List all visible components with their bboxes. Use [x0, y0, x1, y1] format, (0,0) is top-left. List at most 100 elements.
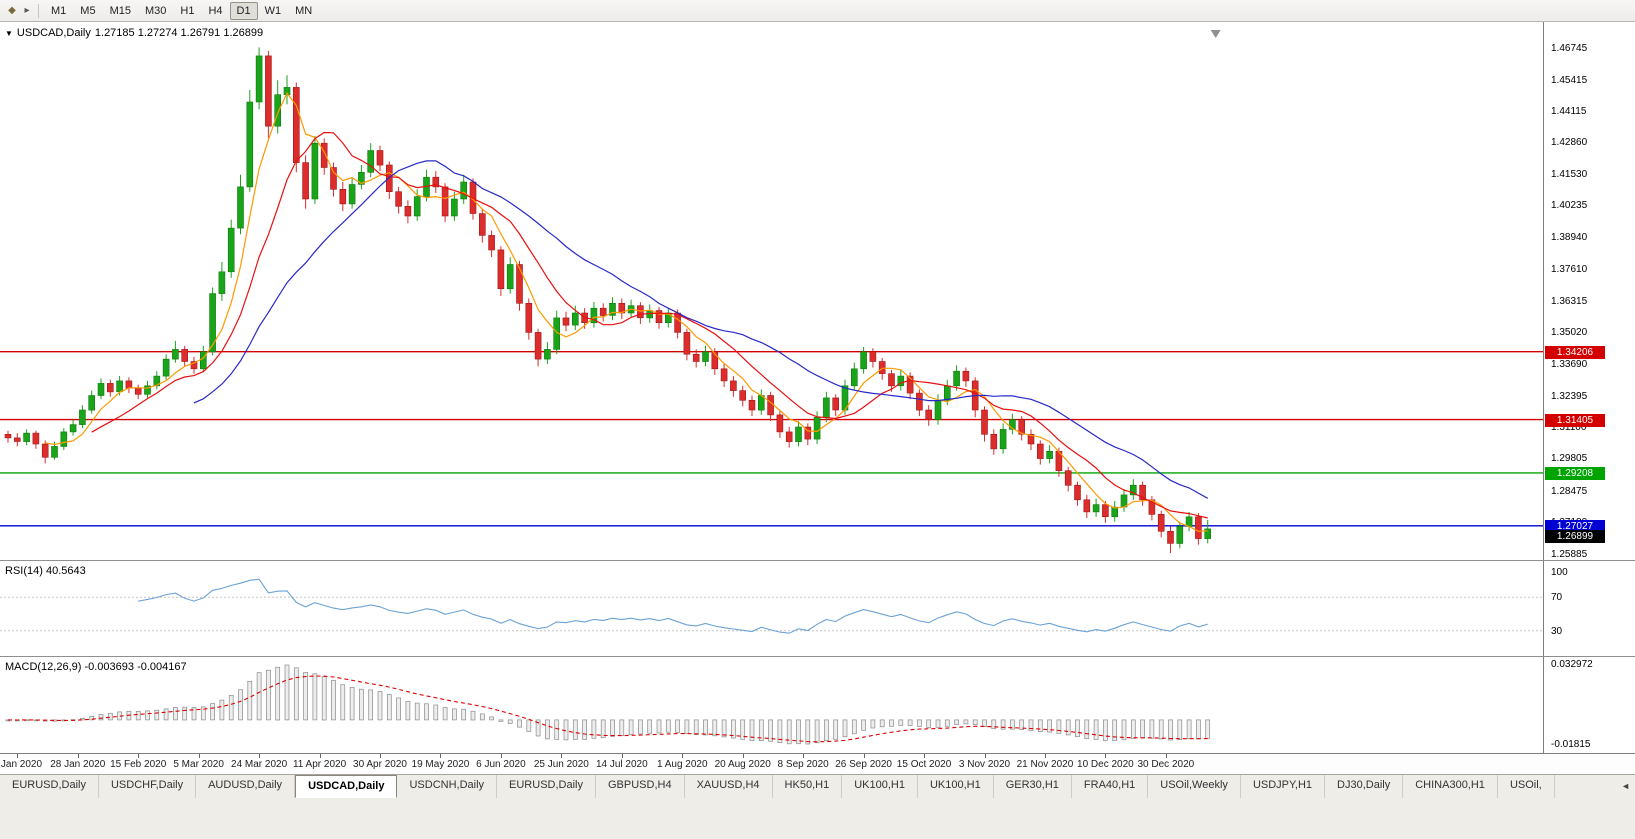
- price-axis-label: 1.42860: [1551, 136, 1588, 148]
- time-axis-tick: [17, 754, 19, 758]
- rsi-axis-label: 70: [1551, 592, 1563, 604]
- timeframe-button-m5[interactable]: M5: [80, 4, 96, 17]
- price-axis-label: 1.31100: [1551, 422, 1587, 434]
- time-axis-tick: [259, 754, 261, 758]
- ma-slow-line: [193, 160, 1208, 499]
- macd-panel[interactable]: [0, 657, 1543, 752]
- time-axis-tick: [682, 754, 684, 758]
- time-axis-tick: [803, 754, 805, 758]
- timeframe-button-m30[interactable]: M30: [144, 4, 167, 17]
- rsi-axis-label: 100: [1551, 567, 1568, 578]
- diamond-icon[interactable]: ◆: [8, 5, 16, 16]
- collapse-triangle-icon[interactable]: ▼: [5, 28, 13, 38]
- time-axis-label: 30 Dec 2020: [1137, 759, 1195, 770]
- price-axis-label: 1.25885: [1551, 548, 1588, 560]
- time-axis-label: 21 Nov 2020: [1016, 759, 1074, 770]
- price-level-badge: 1.34206: [1545, 345, 1605, 359]
- time-axis-label: 19 May 2020: [411, 759, 470, 770]
- tab-ger30-h1[interactable]: GER30,H1: [994, 775, 1072, 798]
- tab-gbpusd-h4[interactable]: GBPUSD,H4: [596, 775, 685, 798]
- price-axis-label: 1.29805: [1551, 453, 1588, 465]
- tab-audusd-daily[interactable]: AUDUSD,Daily: [196, 775, 296, 798]
- price-axis[interactable]: 1.46745 1.45415 1.44115 1.42860 1.41530 1.402…: [1543, 22, 1635, 753]
- tab-eurusd-daily[interactable]: EURUSD,Daily: [497, 775, 596, 798]
- chart-header: ▼ USDCAD,Daily 1.27185 1.27274 1.26791 1…: [5, 27, 263, 39]
- time-axis-tick: [198, 754, 200, 758]
- time-axis-tick: [1044, 754, 1046, 758]
- time-axis-tick: [380, 754, 381, 758]
- tab-usdchf-daily[interactable]: USDCHF,Daily: [99, 775, 197, 798]
- time-axis-label: 6 Jun 2020: [476, 759, 526, 770]
- tab-eurusd-daily[interactable]: EURUSD,Daily: [0, 775, 99, 798]
- timeframe-buttons: M1 M5 M15 M30 H1 H4 D1 W1 MN: [44, 1, 319, 20]
- time-axis-label: 14 Jul 2020: [595, 759, 648, 770]
- macd-indicator-label: MACD(12,26,9) -0.003693 -0.004167: [5, 661, 187, 673]
- time-axis-tick: [863, 754, 865, 758]
- time-axis-tick: [1105, 754, 1107, 758]
- price-axis-label: 1.45415: [1551, 74, 1588, 86]
- time-axis-tick: [924, 754, 926, 758]
- current-price-badge: 1.26899: [1545, 529, 1605, 543]
- ma-mid-line: [91, 131, 1208, 519]
- timeframe-button-h4[interactable]: H4: [208, 4, 223, 17]
- time-axis-label: 10 Dec 2020: [1077, 759, 1134, 770]
- price-axis-label: 1.38940: [1551, 231, 1588, 243]
- tab-xauusd-h4[interactable]: XAUUSD,H4: [685, 775, 773, 798]
- tab-china300-h1[interactable]: CHINA300,H1: [1403, 775, 1498, 798]
- price-axis-label: 1.41530: [1551, 169, 1588, 181]
- panel-divider[interactable]: [0, 656, 1635, 657]
- chart-canvas[interactable]: [0, 22, 1543, 561]
- chart-tab-bar: EURUSD,Daily USDCHF,Daily AUDUSD,Daily USDC…: [0, 774, 1635, 839]
- time-axis-label: 30 Apr 2020: [353, 759, 407, 770]
- time-axis[interactable]: 9 Jan 2020 28 Jan 2020 15 Feb 2020 5 Mar 20…: [0, 753, 1635, 774]
- timeframe-button-m1[interactable]: M1: [51, 4, 67, 17]
- time-axis-tick: [500, 754, 502, 758]
- tab-hk50-h1[interactable]: HK50,H1: [773, 775, 843, 798]
- chart-symbol-label: USDCAD,Daily: [16, 27, 91, 39]
- ma-fast-line: [45, 92, 1208, 532]
- tab-uk100-h1[interactable]: UK100,H1: [842, 775, 918, 798]
- timeframe-button-h1[interactable]: H1: [180, 4, 195, 17]
- rsi-panel[interactable]: [0, 561, 1543, 656]
- chart-ohlc-values: 1.27185 1.27274 1.26791 1.26899: [94, 27, 264, 39]
- timeframe-button-m15[interactable]: M15: [109, 4, 131, 17]
- time-axis-tick: [621, 754, 623, 758]
- chart-tabs: EURUSD,Daily USDCHF,Daily AUDUSD,Daily USDC…: [0, 775, 1615, 798]
- price-axis-label: 1.40235: [1551, 200, 1588, 212]
- time-axis-label: 25 Jun 2020: [533, 759, 589, 770]
- tab-dj30-daily[interactable]: DJ30,Daily: [1325, 775, 1404, 798]
- time-axis-label: 15 Oct 2020: [896, 759, 952, 770]
- timeframe-button-mn[interactable]: MN: [295, 4, 313, 17]
- timeframe-button-d1[interactable]: D1: [229, 1, 258, 20]
- tab-uk100-h1[interactable]: UK100,H1: [918, 775, 994, 798]
- tab-usdjpy-h1[interactable]: USDJPY,H1: [1241, 775, 1326, 798]
- macd-axis-label: 0.032972: [1551, 659, 1593, 670]
- price-axis-label: 1.44115: [1551, 106, 1587, 118]
- play-arrow-icon[interactable]: ▸: [24, 5, 30, 16]
- tab-usdcnh-daily[interactable]: USDCNH,Daily: [397, 775, 498, 798]
- tab-scroll-left-icon[interactable]: ◄: [1621, 781, 1630, 791]
- toolbar-separator: [38, 3, 39, 18]
- price-axis-label: 1.32395: [1551, 390, 1588, 402]
- tab-usoil-weekly[interactable]: USOil,Weekly: [1148, 775, 1241, 798]
- tab-fra40-h1[interactable]: FRA40,H1: [1072, 775, 1149, 798]
- tab-usoil[interactable]: USOil,: [1498, 775, 1555, 798]
- price-axis-label: 1.37610: [1551, 264, 1588, 276]
- timeframe-button-w1[interactable]: W1: [264, 4, 282, 17]
- time-axis-label: 9 Jan 2020: [0, 759, 43, 770]
- macd-axis-label: -0.01815: [1551, 739, 1591, 750]
- time-axis-label: 15 Feb 2020: [110, 759, 167, 770]
- panel-divider[interactable]: [0, 560, 1635, 561]
- time-axis-label: 3 Nov 2020: [958, 759, 1011, 770]
- tab-usdcad-daily[interactable]: USDCAD,Daily: [295, 775, 398, 798]
- price-level-badge: 1.31405: [1545, 413, 1605, 427]
- price-axis-label: 1.28475: [1551, 485, 1588, 497]
- rsi-indicator-label: RSI(14) 40.5643: [5, 565, 86, 577]
- rsi-axis-label: 30: [1551, 625, 1563, 637]
- price-level-badge: 1.29208: [1545, 466, 1605, 480]
- time-axis-tick: [319, 754, 321, 758]
- timeframe-toolbar: ◆ ▸ M1 M5 M15 M30 H1 H4 D1 W1 MN: [0, 0, 1635, 22]
- time-axis-tick: [984, 754, 986, 758]
- time-axis-label: 24 Mar 2020: [231, 759, 288, 770]
- time-axis-label: 28 Jan 2020: [50, 759, 106, 770]
